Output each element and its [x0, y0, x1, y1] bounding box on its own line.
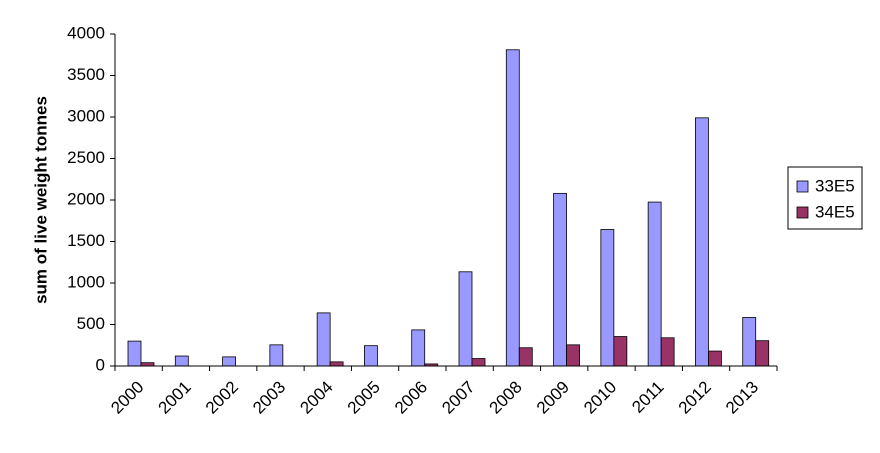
- bar-33E5-2006: [411, 329, 426, 367]
- y-tick-label-2500: 2500: [67, 148, 105, 167]
- y-tick-label-500: 500: [77, 314, 105, 333]
- bar-33E5-2002: [222, 356, 236, 367]
- legend-swatch-34E5: [796, 206, 809, 219]
- legend-label-33E5: 33E5: [815, 176, 855, 195]
- y-tick-label-1500: 1500: [67, 231, 105, 250]
- y-tick-label-3500: 3500: [67, 65, 105, 84]
- bar-33E5-2012: [695, 117, 709, 367]
- y-tick-label-4000: 4000: [67, 23, 105, 42]
- x-tick-label-2006: 2006: [391, 377, 431, 417]
- x-tick-label-2011: 2011: [628, 377, 667, 416]
- bar-34E5-2010: [613, 336, 628, 367]
- x-tick-label-2013: 2013: [722, 377, 762, 417]
- x-tick-label-2012: 2012: [675, 377, 715, 417]
- y-axis-title: sum of live weight tonnes: [31, 96, 50, 304]
- legend: 33E5 34E5: [787, 166, 863, 230]
- bar-33E5-2001: [174, 355, 189, 367]
- x-tick-label-2009: 2009: [533, 377, 573, 417]
- x-tick-label-2001: 2001: [155, 377, 195, 417]
- bar-33E5-2007: [458, 271, 473, 367]
- bar-33E5-2009: [553, 192, 567, 367]
- y-tick-label-1000: 1000: [67, 272, 105, 291]
- bar-34E5-2013: [755, 340, 770, 367]
- x-tick-label-2005: 2005: [344, 377, 384, 417]
- legend-label-34E5: 34E5: [815, 202, 855, 221]
- x-tick-label-2004: 2004: [296, 377, 336, 417]
- x-tick-label-2007: 2007: [438, 377, 478, 417]
- x-tick-label-2002: 2002: [202, 377, 242, 417]
- bar-33E5-2000: [127, 340, 142, 367]
- y-tick-label-2000: 2000: [67, 189, 105, 208]
- x-tick-label-2003: 2003: [249, 377, 289, 417]
- y-tick-label-0: 0: [96, 355, 105, 374]
- legend-box: [787, 166, 863, 230]
- y-tick-label-3000: 3000: [67, 106, 105, 125]
- bar-33E5-2008: [505, 49, 520, 367]
- bar-33E5-2013: [742, 317, 757, 367]
- bar-34E5-2009: [566, 344, 580, 367]
- bar-33E5-2003: [269, 344, 284, 367]
- bar-33E5-2011: [647, 201, 662, 367]
- bar-33E5-2010: [600, 229, 615, 367]
- bar-34E5-2007: [471, 358, 486, 367]
- bar-34E5-2012: [708, 350, 722, 367]
- legend-swatch-33E5: [796, 180, 809, 193]
- x-tick-label-2010: 2010: [580, 377, 620, 417]
- bar-33E5-2005: [364, 345, 378, 367]
- bar-33E5-2004: [316, 312, 331, 367]
- x-tick-label-2000: 2000: [107, 377, 147, 417]
- bar-34E5-2011: [660, 337, 675, 367]
- bar-34E5-2008: [518, 347, 533, 367]
- x-tick-label-2008: 2008: [486, 377, 526, 417]
- bar-34E5-2004: [329, 361, 344, 367]
